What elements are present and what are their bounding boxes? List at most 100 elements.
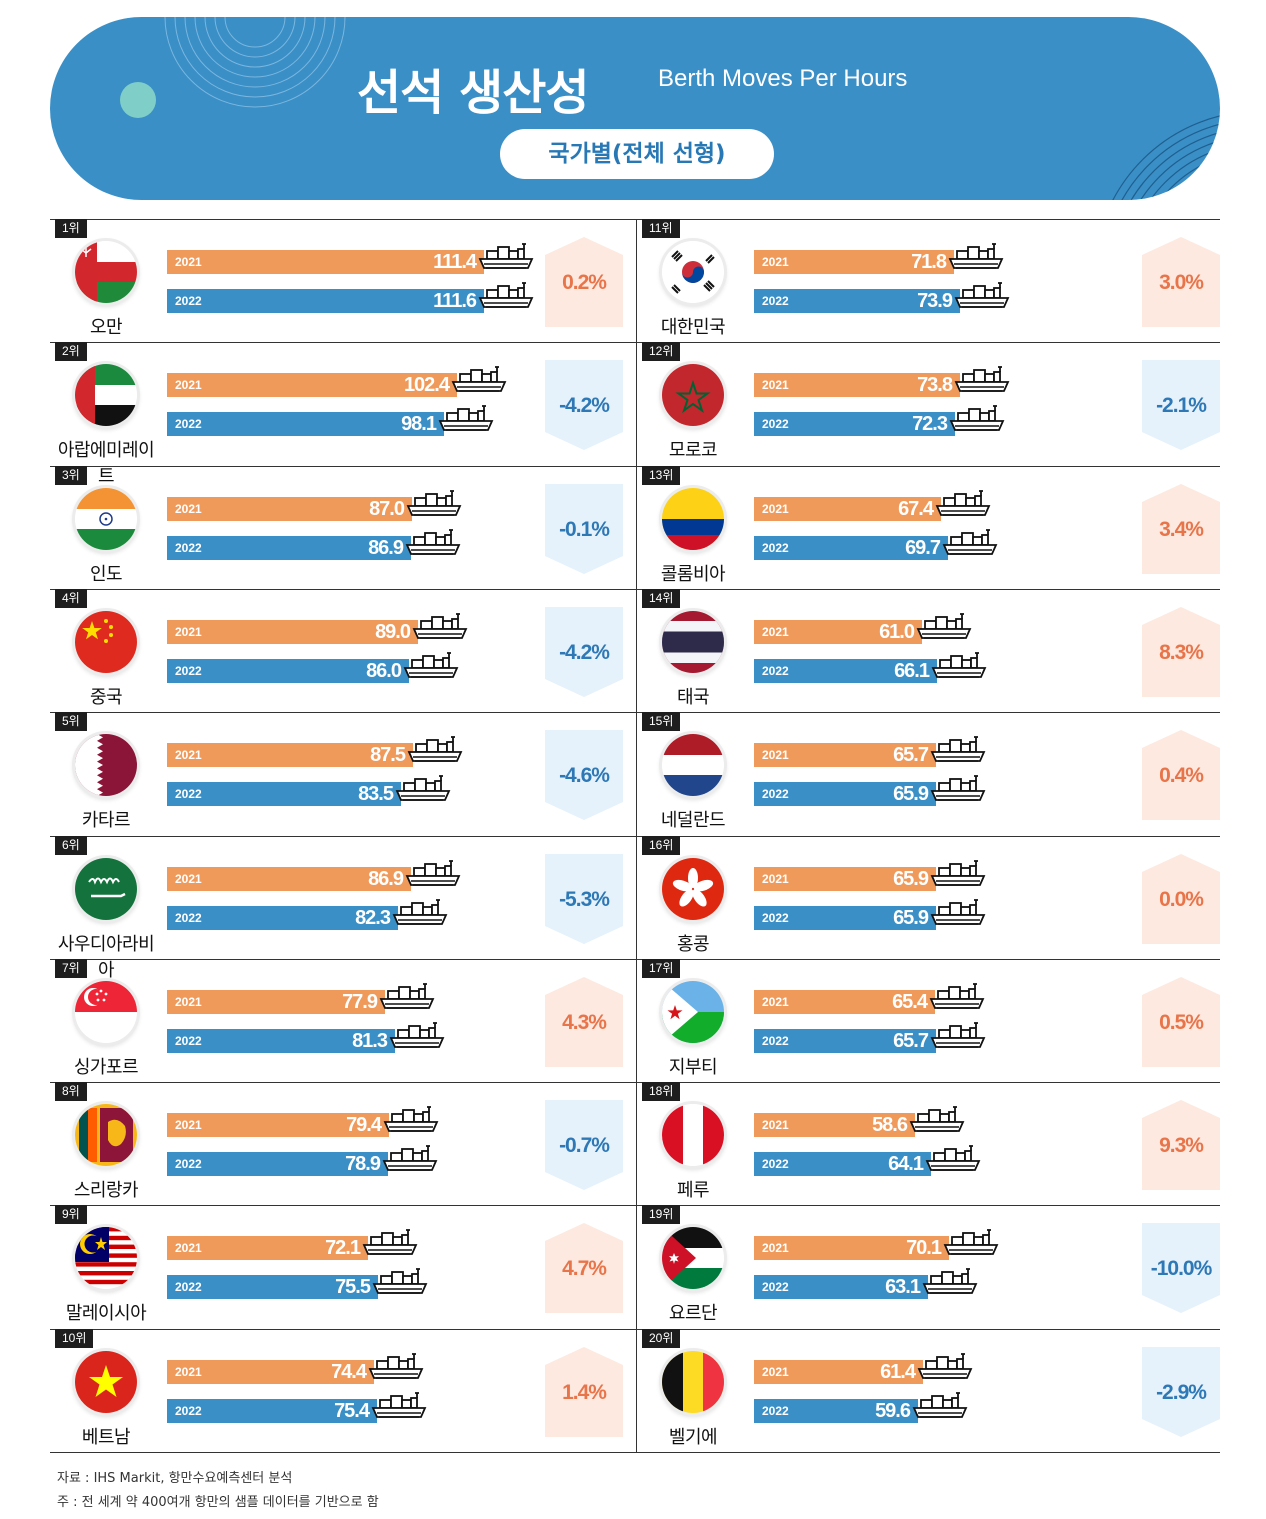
page-subtitle: Berth Moves Per Hours: [658, 65, 908, 92]
bar-2021: 2021 61.4: [754, 1352, 973, 1384]
year-label: 2022: [175, 1403, 202, 1418]
ship-icon: [930, 895, 986, 937]
change-percent: -0.1%: [559, 517, 610, 541]
change-indicator: 4.3%: [545, 976, 623, 1067]
value-label-2022: 111.6: [433, 290, 477, 312]
value-label-2021: 65.4: [892, 990, 928, 1013]
country-row: 12위 모로코 2021 73.8 2022 72.3 -2.1%: [637, 342, 1220, 466]
bar-2021: 2021 87.5: [167, 736, 463, 768]
value-label-2021: 72.1: [325, 1237, 361, 1260]
value-label-2021: 102.4: [403, 374, 450, 397]
ship-icon: [451, 362, 507, 404]
country-row: 16위 홍콩 2021 65.9 2022 65.9 0.0%: [637, 835, 1220, 960]
year-label: 2021: [175, 624, 202, 639]
row-divider: [50, 835, 636, 837]
country-row: 1위 오만 2021 111.4 2022 111.6 0.2%: [50, 219, 636, 343]
bar-2022: 2022 83.5: [167, 775, 451, 807]
rank-badge: 7위: [55, 958, 87, 978]
bar-2021: 2021 87.0: [167, 489, 462, 521]
year-label: 2021: [762, 501, 789, 516]
source-note: 자료 : IHS Markit, 항만수요예측센터 분석: [57, 1471, 293, 1486]
year-label: 2021: [762, 871, 789, 886]
title-banner: 선석 생산성 Berth Moves Per Hours 국가별(전체 선형): [50, 17, 1220, 200]
year-label: 2021: [175, 1118, 202, 1133]
year-label: 2022: [762, 1157, 789, 1172]
bar-2022: 2022 75.4: [167, 1391, 427, 1423]
row-divider: [637, 958, 1220, 960]
rank-badge: 19위: [642, 1205, 681, 1225]
ship-icon: [379, 979, 435, 1021]
bar-2021: 2021 58.6: [754, 1106, 965, 1138]
value-label-2021: 61.0: [879, 620, 915, 643]
rank-badge: 13위: [642, 465, 681, 485]
value-label-2022: 86.0: [366, 659, 402, 682]
ship-icon: [925, 1141, 981, 1183]
year-label: 2022: [762, 1280, 789, 1295]
country-row: 10위 베트남 2021 74.4 2022 75.4 1.4%: [50, 1328, 636, 1453]
year-label: 2022: [175, 910, 202, 925]
ship-icon: [362, 1225, 418, 1267]
bar-2022: 2022 75.5: [167, 1268, 428, 1300]
ship-icon: [395, 771, 451, 813]
arrow-up-icon: [1142, 606, 1220, 697]
year-label: 2021: [175, 1241, 202, 1256]
belgium-flag-icon: [662, 1350, 724, 1413]
ship-icon: [478, 239, 534, 281]
change-percent: -4.2%: [559, 394, 610, 418]
country-row: 6위 사우디아라비아 2021 86.9 2022 82.3 -5.3%: [50, 835, 636, 981]
bar-2022: 2022 72.3: [754, 405, 1005, 437]
change-indicator: -10.0%: [1142, 1223, 1220, 1314]
value-label-2022: 98.1: [401, 413, 437, 436]
country-row: 15위 네덜란드 2021 65.7 2022 65.9 0.4%: [637, 712, 1220, 836]
ship-icon: [382, 1141, 438, 1183]
ship-icon: [407, 732, 463, 774]
ship-icon: [930, 771, 986, 813]
country-name: 요르단: [668, 1303, 718, 1325]
peru-flag-icon: [662, 1104, 724, 1167]
country-name: 카타르: [81, 810, 131, 832]
rank-badge: 5위: [55, 712, 87, 732]
rank-badge: 18위: [642, 1082, 681, 1102]
row-divider: [50, 465, 636, 467]
page-title: 선석 생산성: [357, 65, 590, 121]
change-indicator: 0.0%: [1142, 853, 1220, 944]
row-divider: [637, 1082, 1220, 1084]
arrow-down-icon: [545, 730, 623, 821]
value-label-2021: 87.0: [369, 497, 405, 520]
colombia-flag-icon: [662, 487, 724, 550]
value-label-2022: 86.9: [368, 536, 404, 559]
change-percent: -5.3%: [559, 887, 610, 911]
india-flag-icon: [75, 487, 137, 550]
country-name: 싱가포르: [73, 1056, 139, 1078]
value-label-2022: 73.9: [917, 290, 953, 312]
value-label-2022: 65.7: [893, 1029, 929, 1052]
decorative-rings: [164, 17, 346, 108]
arrow-up-icon: [1142, 976, 1220, 1067]
bar-2021: 2021 74.4: [167, 1352, 424, 1384]
country-name: 중국: [89, 686, 123, 708]
country-row: 14위 태국 2021 61.0 2022 66.1 8.3%: [637, 588, 1220, 713]
ship-icon: [389, 1018, 445, 1060]
ship-icon: [371, 1388, 427, 1430]
value-label-2022: 72.3: [912, 413, 948, 436]
country-row: 17위 지부티 2021 65.4 2022 65.7 0.5%: [637, 958, 1220, 1083]
bar-2022: 2022 65.7: [754, 1021, 986, 1053]
row-divider: [637, 219, 1220, 220]
year-label: 2022: [762, 540, 789, 555]
change-indicator: 0.5%: [1142, 976, 1220, 1067]
value-label-2021: 67.4: [898, 497, 934, 520]
change-percent: 0.4%: [1159, 764, 1204, 788]
bar-2022: 2022 59.6: [754, 1391, 968, 1423]
bar-2022: 2022 111.6: [167, 282, 534, 313]
value-label-2022: 75.4: [334, 1399, 370, 1422]
malaysia-flag-icon: [75, 1227, 137, 1290]
rank-badge: 10위: [55, 1328, 94, 1348]
value-label-2022: 63.1: [885, 1276, 921, 1299]
decorative-dot: [120, 82, 156, 118]
country-name: 벨기에: [668, 1426, 718, 1448]
vietnam-flag-icon: [75, 1350, 137, 1413]
decorative-arcs: [1112, 115, 1220, 200]
year-label: 2022: [175, 294, 202, 308]
change-percent: 8.3%: [1159, 640, 1204, 664]
change-indicator: 4.7%: [545, 1223, 623, 1314]
